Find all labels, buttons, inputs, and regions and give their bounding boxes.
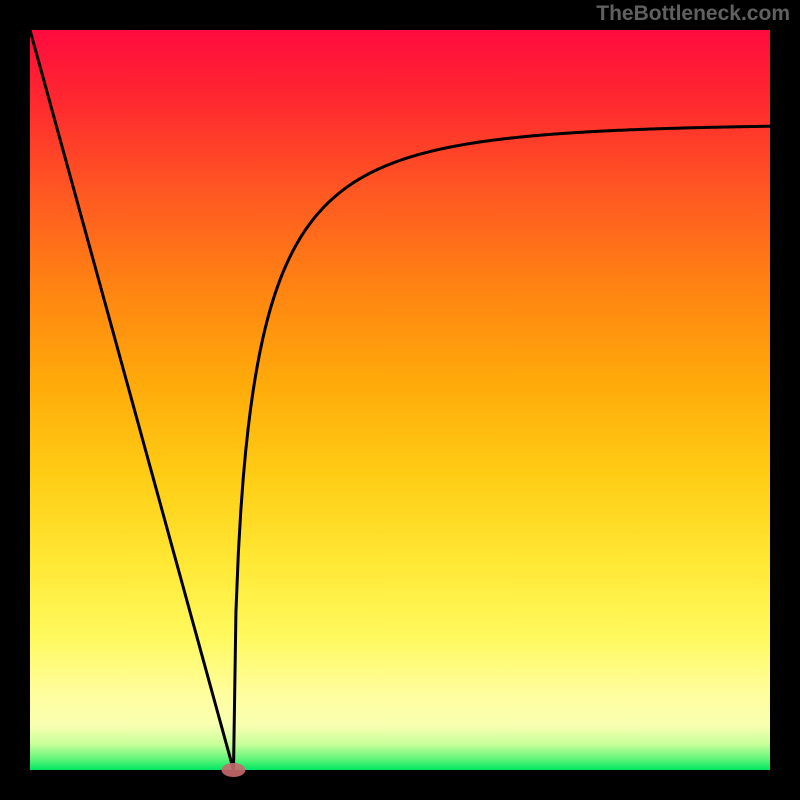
watermark-text: TheBottleneck.com (596, 2, 790, 26)
plot-background (30, 30, 770, 770)
optimum-marker (222, 763, 246, 777)
chart-frame: TheBottleneck.com (0, 0, 800, 800)
bottleneck-chart (0, 0, 800, 800)
